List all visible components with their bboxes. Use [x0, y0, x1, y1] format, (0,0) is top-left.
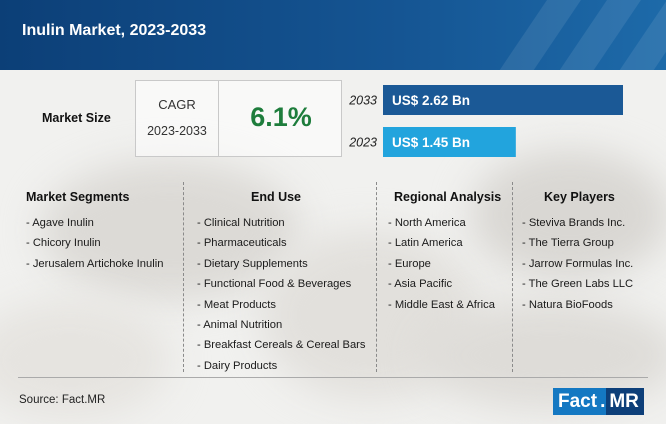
column-heading: Key Players — [544, 190, 615, 204]
bar-value-label: US$ 2.62 Bn — [392, 93, 470, 108]
list-item: - Jarrow Formulas Inc. — [522, 257, 634, 270]
list-item: - The Green Labs LLC — [522, 278, 634, 291]
list-item: - North America — [388, 217, 466, 229]
list-item: - Functional Food & Beverages — [197, 278, 352, 291]
cagr-divider — [218, 81, 219, 156]
segments-column: Market Segments - Agave Inulin - Chicory… — [26, 190, 163, 274]
column-heading: Market Segments — [26, 190, 130, 204]
list-item: - Meat Products — [197, 298, 276, 311]
footer-divider — [18, 377, 648, 378]
column-divider — [512, 182, 513, 372]
list-item: - Dairy Products — [197, 359, 278, 372]
column-divider — [376, 182, 377, 372]
column-heading: Regional Analysis — [394, 190, 502, 204]
cagr-label: CAGR — [158, 97, 196, 112]
bar — [383, 127, 516, 157]
key-players-column: Key Players - Steviva Brands Inc. - The … — [522, 190, 633, 315]
list-item: - Jerusalem Artichoke Inulin — [26, 257, 164, 270]
bar-chart-svg: 2033 US$ 2.62 Bn 2023 US$ 1.45 Bn — [348, 85, 623, 157]
cagr-box: CAGR 2023-2033 6.1% — [135, 80, 342, 157]
list-item: - Europe — [388, 257, 431, 270]
logo-mr: MR — [606, 388, 644, 415]
page-title: Inulin Market, 2023-2033 — [22, 22, 207, 39]
logo-fact: Fact — [553, 388, 601, 415]
column-divider — [183, 182, 184, 372]
cagr-value: 6.1% — [250, 102, 312, 132]
list-item: - Natura BioFoods — [522, 298, 613, 311]
list-item: - Animal Nutrition — [197, 319, 283, 332]
end-use-column: End Use - Clinical Nutrition - Pharmaceu… — [197, 190, 366, 376]
list-item: - Asia Pacific — [388, 278, 453, 291]
bar-year-label: 2023 — [348, 136, 377, 150]
list-item: - Chicory Inulin — [26, 237, 101, 250]
logo-dot: . — [600, 388, 607, 415]
list-item: - The Tierra Group — [522, 237, 614, 250]
list-item: - Steviva Brands Inc. — [522, 217, 626, 229]
list-item: - Dietary Supplements — [197, 257, 308, 270]
list-item: - Clinical Nutrition — [197, 217, 285, 229]
column-heading: End Use — [251, 190, 302, 204]
bar — [383, 85, 623, 115]
cagr-period: 2023-2033 — [147, 124, 207, 138]
regional-column: Regional Analysis - North America - Lati… — [388, 190, 501, 315]
factmr-logo: Fact. MR — [553, 388, 644, 415]
list-item: - Pharmaceuticals — [197, 237, 287, 250]
list-item: - Middle East & Africa — [388, 298, 495, 311]
list-item: - Breakfast Cereals & Cereal Bars — [197, 339, 366, 352]
source-note: Source: Fact.MR — [19, 394, 106, 406]
header-banner: Inulin Market, 2023-2033 — [0, 0, 666, 70]
bar-value-label: US$ 1.45 Bn — [392, 135, 470, 150]
market-size-label: Market Size — [42, 111, 111, 125]
list-item: - Latin America — [388, 237, 463, 250]
bar-year-label: 2033 — [348, 94, 377, 108]
list-item: - Agave Inulin — [26, 217, 94, 229]
market-size-chart: 2033 US$ 2.62 Bn 2023 US$ 1.45 Bn — [344, 80, 644, 160]
